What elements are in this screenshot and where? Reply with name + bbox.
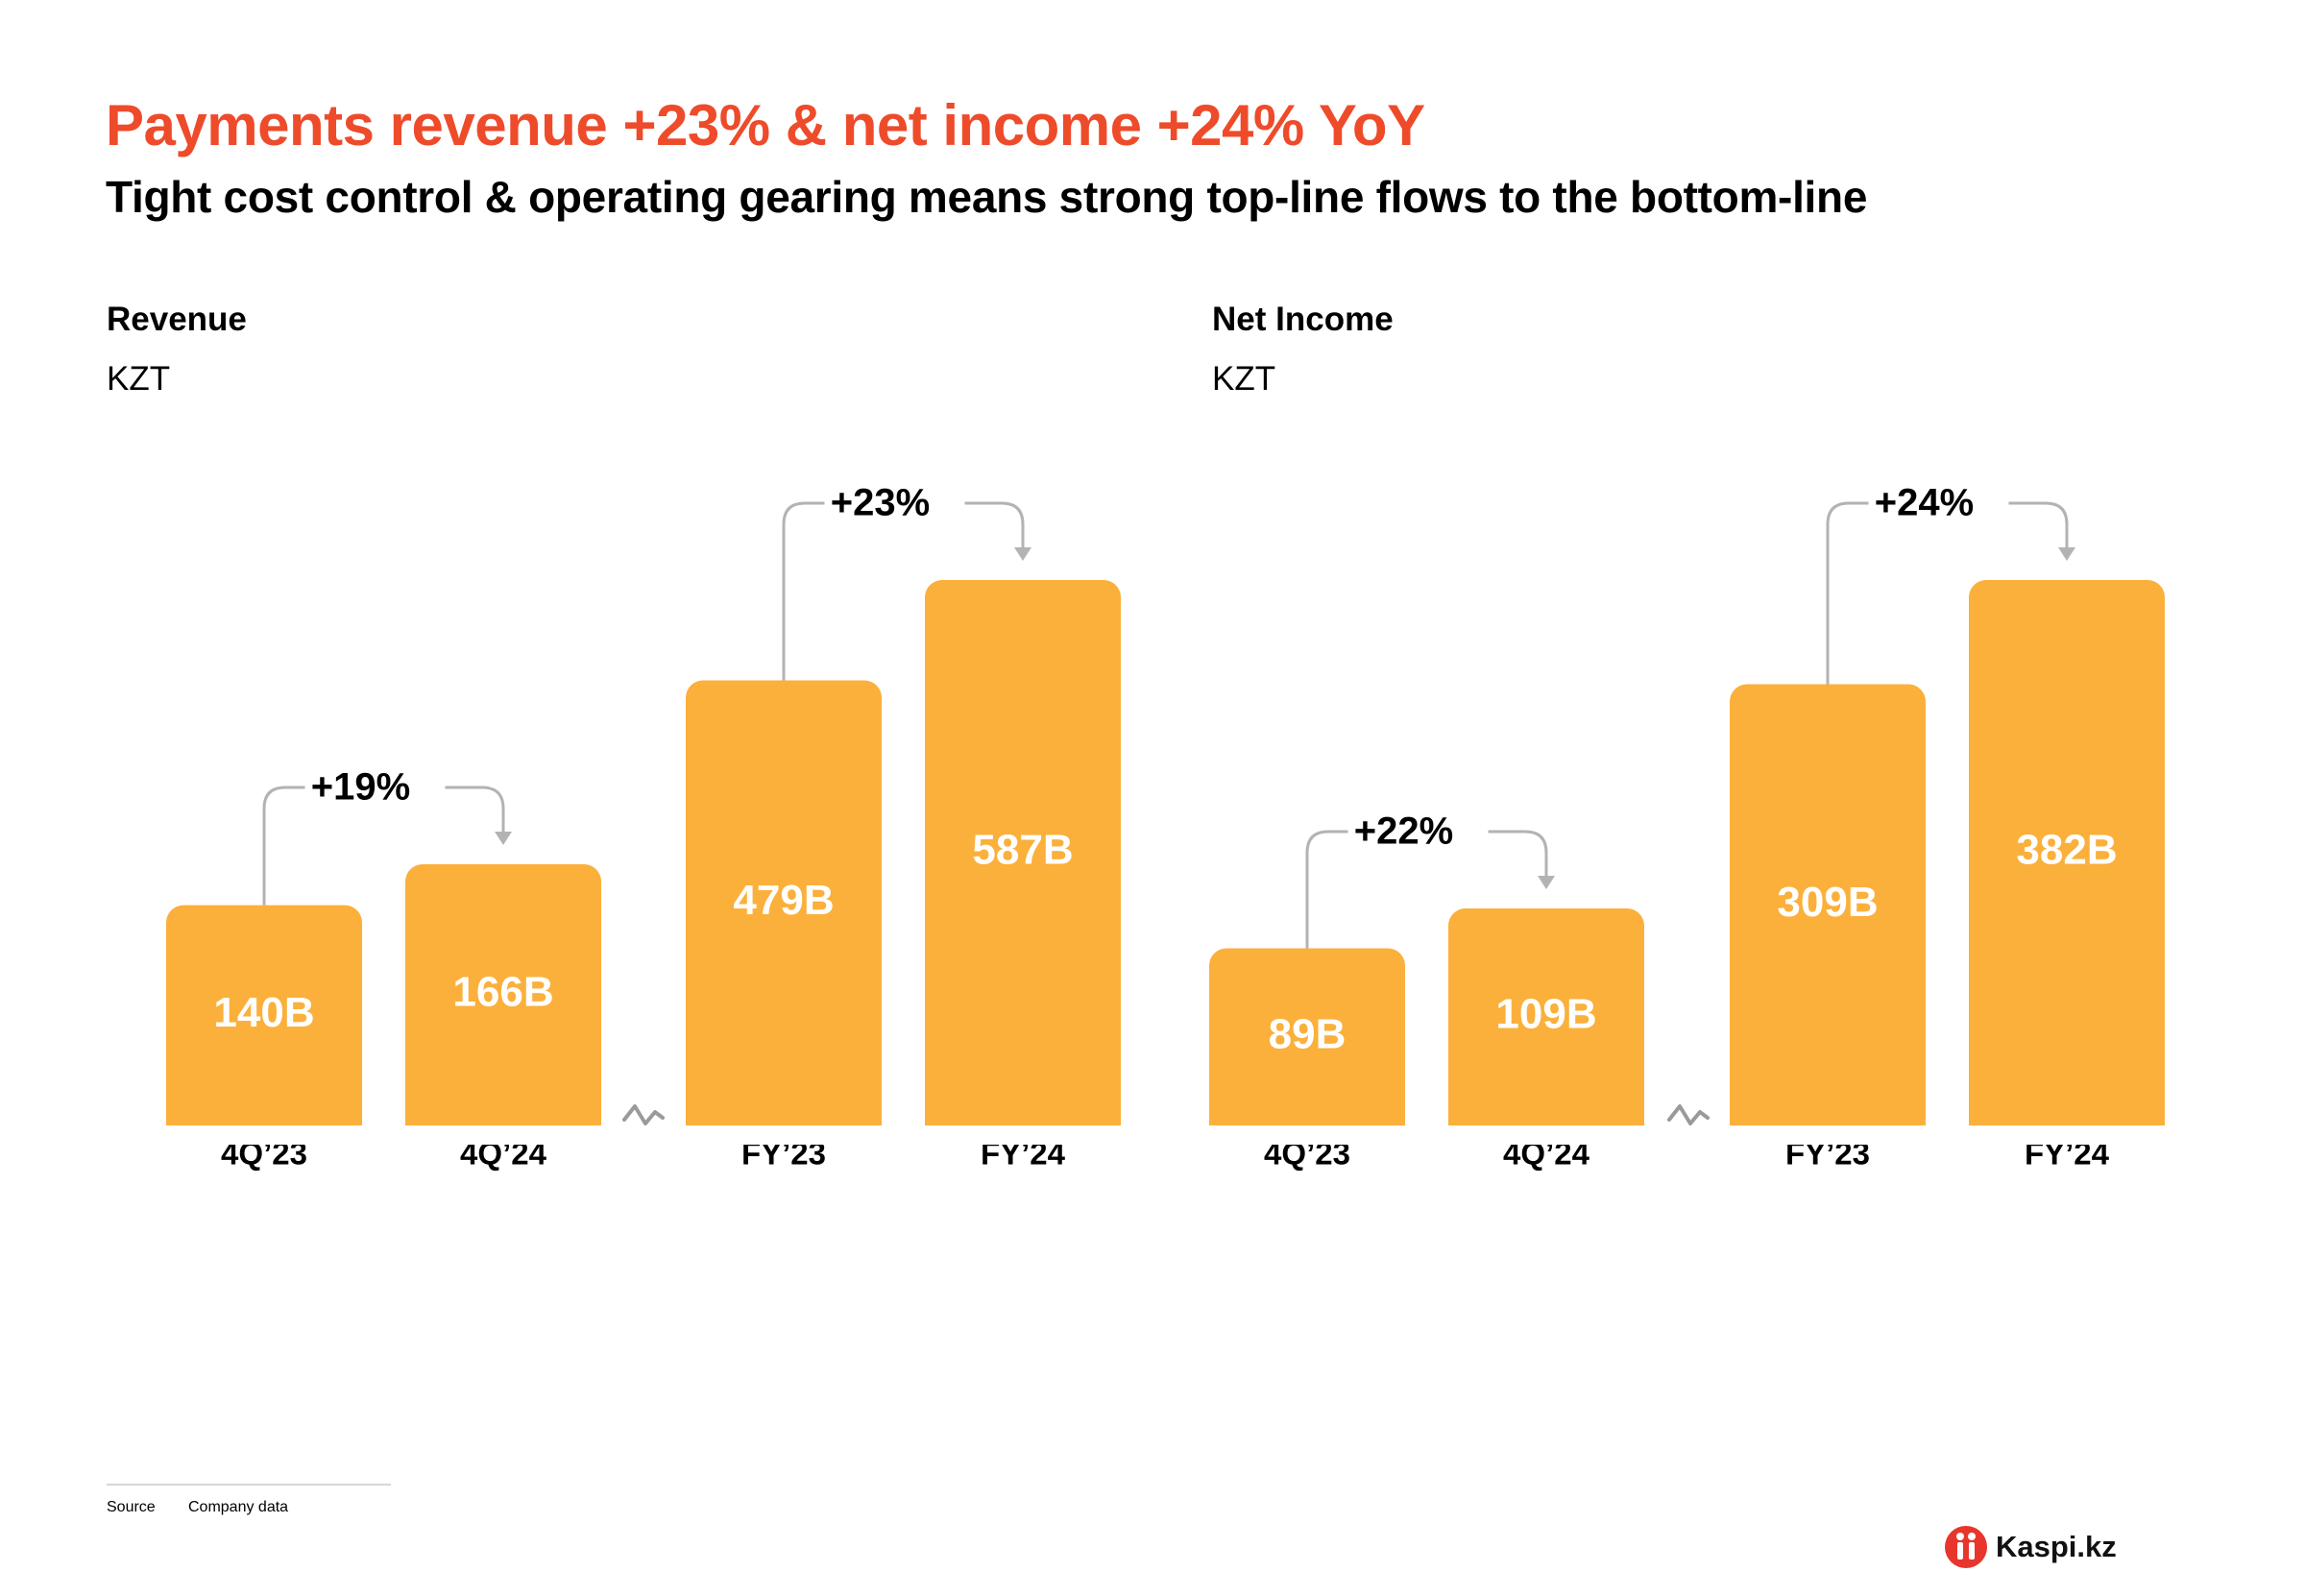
bar [925,580,1121,1143]
growth-label: +23% [831,482,930,524]
bar [166,905,362,1143]
page-title: Payments revenue +23% & net income +24% … [106,93,1425,157]
growth-label: +22% [1354,810,1453,853]
source-label: Source [107,1499,156,1515]
net-income-chart-unit: KZT [1212,360,1276,398]
growth-connector-line [445,786,505,835]
page-subtitle: Tight cost control & operating gearing m… [106,172,1868,222]
bar [1969,580,2165,1143]
arrow-down-icon [495,832,512,845]
source-value: Company data [188,1499,289,1515]
arrow-down-icon [2058,547,2075,561]
growth-connector-line [782,501,825,681]
brand-name: Kaspi.kz [1996,1530,2117,1563]
baseline-mask [68,1125,1219,1145]
growth-connector-line [2008,501,2069,551]
arrow-down-icon [1538,876,1555,889]
bar-value-label: 166B [452,969,553,1016]
arrow-down-icon [1014,547,1031,561]
bar-value-label: 309B [1777,879,1878,926]
revenue-chart-unit: KZT [107,360,171,398]
bar [1448,908,1644,1143]
brand: Kaspi.kz [1944,1523,2117,1571]
baseline-mask [1111,1125,2263,1145]
net-income-chart-title: Net Income [1212,301,1394,338]
growth-connector-line [964,501,1025,551]
growth-connector-line [262,786,305,906]
bar-value-label: 140B [213,989,314,1036]
growth-connector-line [1305,830,1348,949]
bar [1730,684,1926,1143]
bar [405,864,601,1143]
footer-divider [107,1484,391,1486]
growth-label: +19% [311,766,410,809]
bar-value-label: 89B [1269,1010,1347,1057]
growth-label: +24% [1875,482,1974,524]
axis-break-icon [622,1104,665,1125]
bar [686,680,882,1143]
bar [1209,948,1405,1143]
kaspi-logo-icon [1945,1526,1987,1568]
bar-value-label: 109B [1495,991,1596,1038]
revenue-chart-title: Revenue [107,301,247,338]
growth-connector-line [1488,830,1548,880]
bar-value-label: 587B [972,827,1073,874]
bar-value-label: 382B [2016,827,2117,874]
axis-break-icon [1667,1104,1710,1125]
growth-connector-line [1826,501,1869,685]
bar-value-label: 479B [733,877,834,924]
